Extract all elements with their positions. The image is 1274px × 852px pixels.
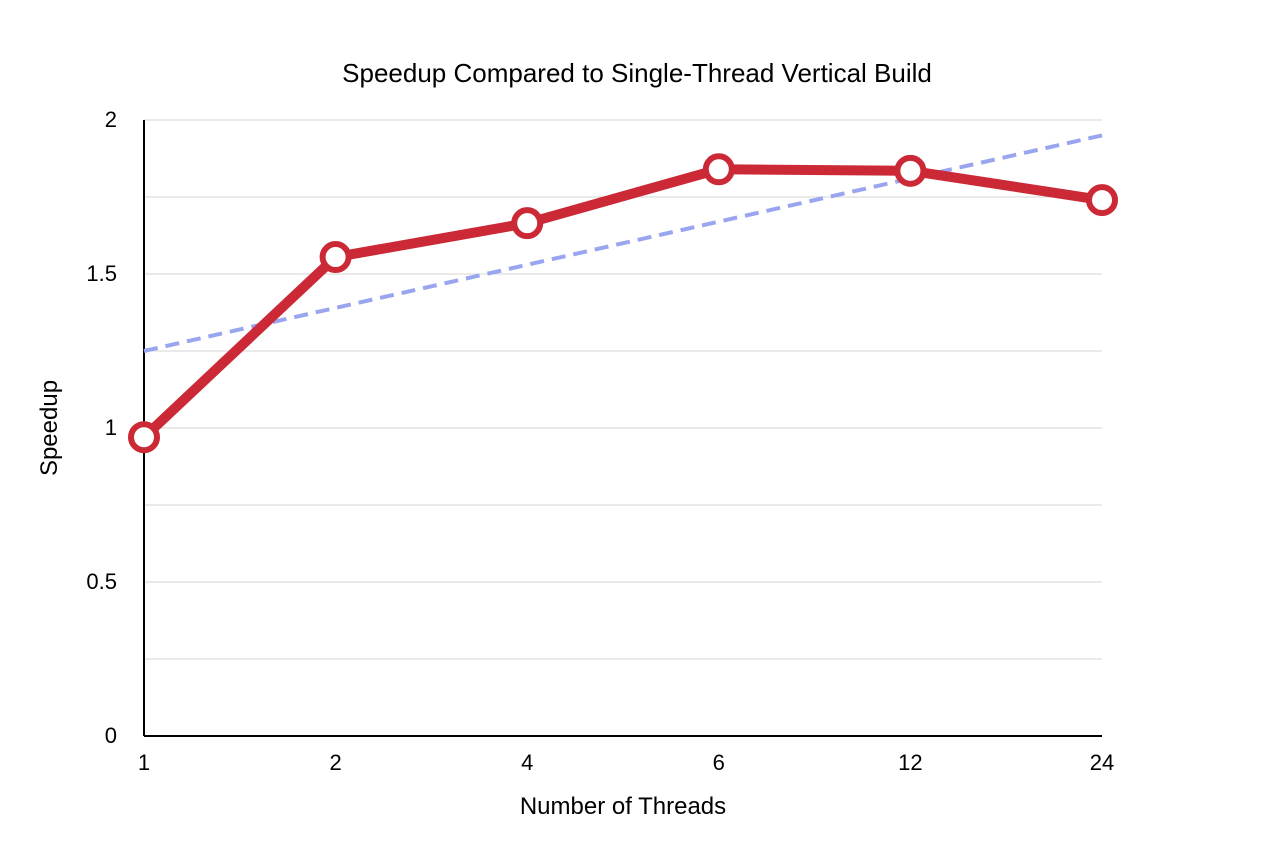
trendline: [143, 133, 1103, 353]
y-tick-label: 0.5: [86, 569, 117, 594]
y-tick-label: 1.5: [86, 261, 117, 286]
data-point: [1086, 184, 1118, 217]
y-tick-label: 1: [105, 415, 117, 440]
x-axis-title: Number of Threads: [519, 793, 727, 820]
data-point: [128, 421, 160, 454]
data-point: [702, 153, 735, 186]
series-line: [139, 164, 1107, 443]
y-tick-label: 0: [105, 723, 117, 748]
chart-title: Speedup Compared to Single-Thread Vertic…: [342, 58, 932, 88]
x-tick-label: 24: [1090, 750, 1114, 775]
y-tick-label: 2: [105, 107, 117, 132]
y-axis-title: Speedup: [36, 379, 63, 477]
data-point: [894, 154, 927, 187]
data-point: [319, 241, 352, 274]
data-point: [511, 207, 544, 240]
x-tick-label: 12: [898, 750, 922, 775]
x-tick-label: 2: [329, 750, 341, 775]
x-tick-label: 1: [138, 750, 150, 775]
x-tick-label: 6: [713, 750, 725, 775]
x-tick-label: 4: [521, 750, 533, 775]
